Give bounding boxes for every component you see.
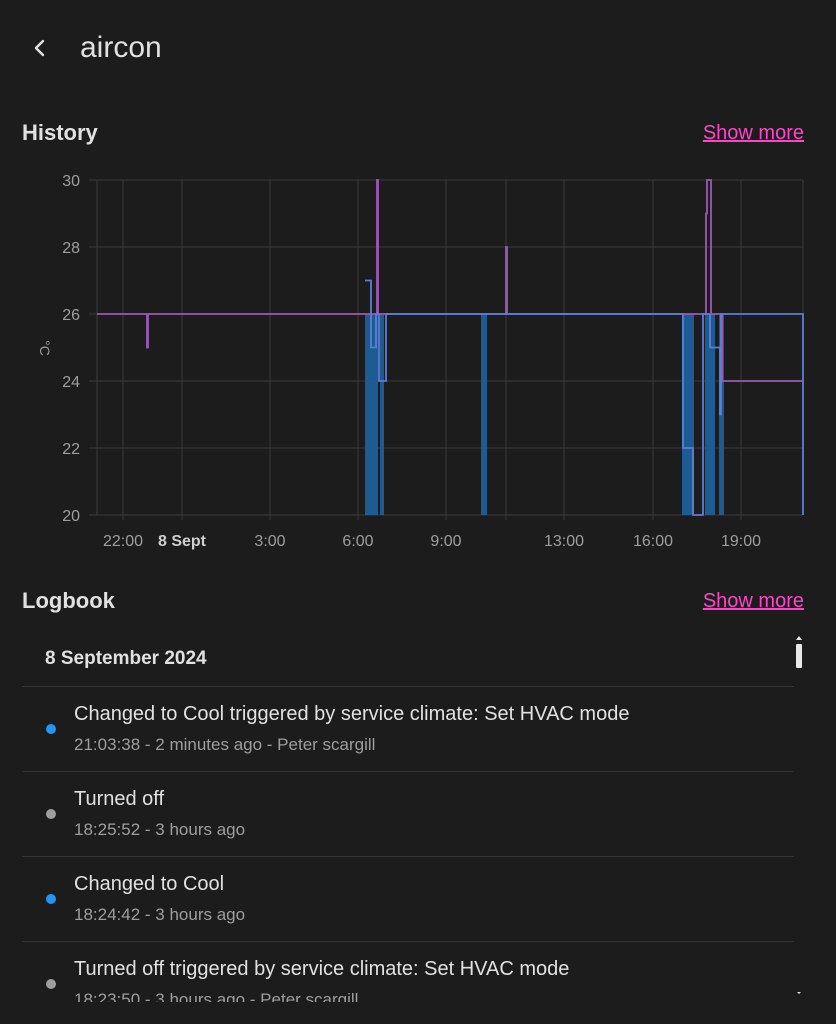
logbook-scrollbar-thumb[interactable] <box>796 644 802 668</box>
logbook-entry-meta: 18:24:42 - 3 hours ago <box>74 905 246 924</box>
logbook-entry[interactable]: Turned off 18:25:52 - 3 hours ago <box>22 771 794 856</box>
status-dot-icon <box>46 894 56 904</box>
logbook-entry-message: Turned off triggered by service climate:… <box>74 958 570 980</box>
scroll-up-arrow-icon[interactable] <box>796 636 802 640</box>
x-tick-label: 19:00 <box>721 533 761 550</box>
y-tick-label: 20 <box>62 508 80 525</box>
x-tick-label: 16:00 <box>633 533 673 550</box>
heating-band <box>365 314 378 515</box>
x-tick-label: 6:00 <box>342 533 373 550</box>
logbook-entry[interactable]: Turned off triggered by service climate:… <box>22 941 794 1002</box>
status-dot-icon <box>46 724 56 734</box>
y-tick-label: 28 <box>62 240 80 257</box>
x-tick-label: 9:00 <box>430 533 461 550</box>
heating-band <box>705 314 715 515</box>
logbook-title: Logbook <box>22 588 115 613</box>
x-tick-label: 13:00 <box>544 533 584 550</box>
y-tick-label: 24 <box>62 374 80 391</box>
logbook-entry-meta: 18:25:52 - 3 hours ago <box>74 820 246 839</box>
history-show-more-link[interactable]: Show more <box>702 122 804 144</box>
y-tick-label: 26 <box>62 307 80 324</box>
target-temperature-line <box>97 179 803 382</box>
y-tick-label: 22 <box>62 441 80 458</box>
heating-band <box>380 314 384 515</box>
status-dot-icon <box>46 979 56 989</box>
history-chart[interactable]: 30 28 26 24 22 20 22:00 8 Sept 3:00 6:00 9:00 13:00… <box>0 160 836 560</box>
scroll-down-arrow-icon[interactable] <box>794 990 804 996</box>
x-tick-label: 22:00 <box>103 533 143 550</box>
logbook-show-more-link[interactable]: Show more <box>702 590 804 612</box>
x-tick-label: 8 Sept <box>158 533 207 550</box>
y-axis-label: °C <box>37 340 53 356</box>
logbook-entry-message: Changed to Cool <box>74 873 225 895</box>
chevron-left-icon <box>34 39 45 57</box>
heating-band <box>481 314 487 515</box>
status-dot-icon <box>46 809 56 819</box>
heating-band <box>682 314 694 515</box>
logbook-date-header: 8 September 2024 <box>45 648 207 669</box>
logbook-entry[interactable]: Changed to Cool 18:24:42 - 3 hours ago <box>22 856 794 941</box>
logbook-entry-meta: 18:23:50 - 3 hours ago - Peter scargill <box>74 990 359 1002</box>
y-tick-label: 30 <box>62 173 80 190</box>
logbook-entry-message: Turned off <box>74 788 165 810</box>
logbook-entry-message: Changed to Cool triggered by service cli… <box>74 703 630 725</box>
dialog-header: aircon <box>0 0 836 96</box>
logbook-list: Changed to Cool triggered by service cli… <box>22 686 794 1002</box>
history-title: History <box>22 120 98 145</box>
back-button[interactable] <box>20 28 60 68</box>
current-temperature-line <box>365 279 804 516</box>
logbook-entry[interactable]: Changed to Cool triggered by service cli… <box>22 686 794 771</box>
logbook-entry-meta: 21:03:38 - 2 minutes ago - Peter scargil… <box>74 735 376 754</box>
page-title: aircon <box>80 31 162 64</box>
x-tick-label: 3:00 <box>254 533 285 550</box>
